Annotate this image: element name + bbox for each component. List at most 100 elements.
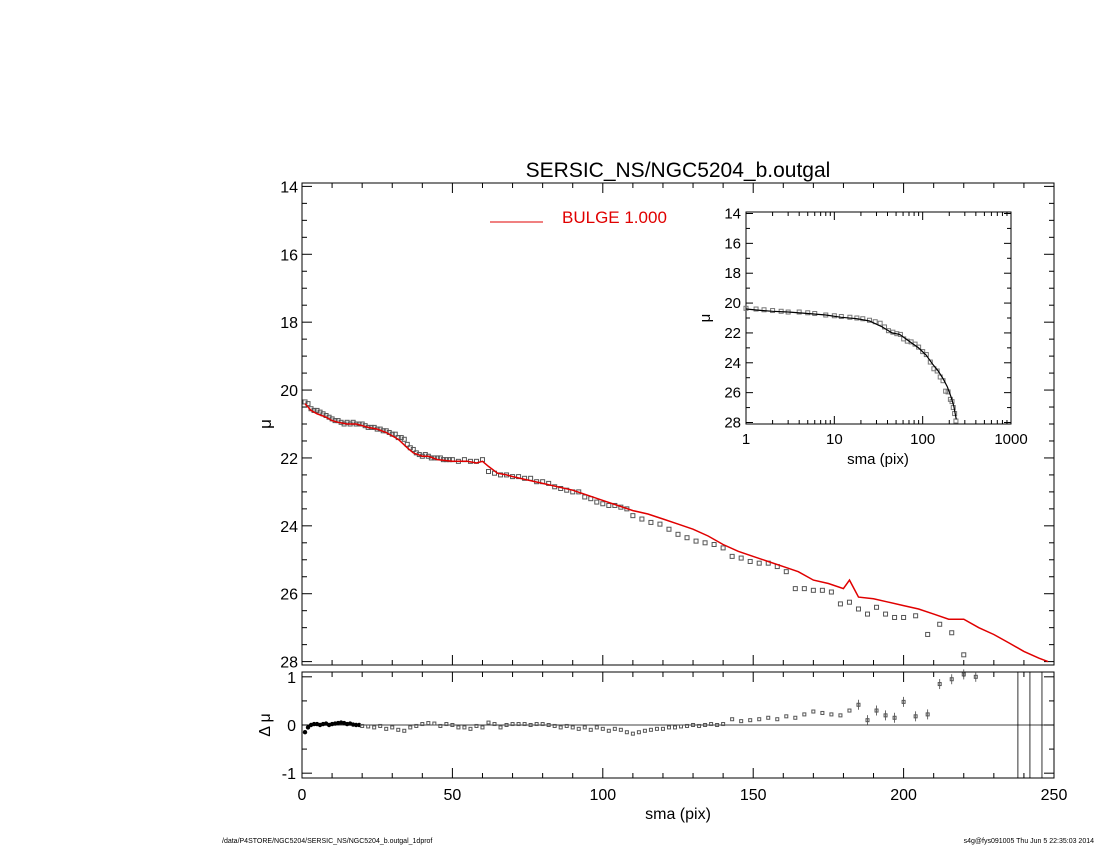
- residual-data-point: [648, 727, 653, 732]
- residual-data-point: [757, 717, 762, 722]
- residual-data-point: [576, 726, 581, 731]
- main-data-point: [684, 535, 690, 541]
- main-model-line: [304, 403, 1049, 663]
- residual-data-point: [522, 722, 527, 727]
- main-data-point: [810, 587, 816, 593]
- main-data-point: [711, 542, 717, 547]
- x-tick-label: 100: [589, 787, 616, 804]
- residual-data-point: [730, 717, 735, 722]
- main-data-point: [961, 652, 967, 658]
- residual-data-point: [925, 712, 930, 717]
- inset-data-point: [877, 320, 883, 326]
- residual-data-point: [558, 725, 563, 730]
- residual-data-point: [666, 725, 671, 730]
- main-data-point: [792, 586, 798, 592]
- residual-y-tick-label: 1: [287, 670, 296, 687]
- residual-data-point: [874, 708, 879, 713]
- residual-data-point: [618, 727, 623, 732]
- main-data-point: [747, 558, 753, 564]
- residual-data-point: [660, 726, 665, 731]
- x-tick-label: 50: [444, 787, 462, 804]
- main-data-point: [937, 621, 943, 627]
- inset-y-tick-label: 14: [724, 205, 741, 222]
- main-data-point: [913, 613, 919, 619]
- residual-data-point: [913, 714, 918, 719]
- residual-data-point: [691, 723, 696, 727]
- residual-y-tick-label: -1: [282, 766, 296, 783]
- main-data-point: [865, 611, 871, 617]
- main-data-point: [648, 519, 654, 525]
- residual-y-tick-label: 0: [287, 718, 296, 735]
- residual-data-point: [811, 709, 816, 714]
- residual-panel: 10-10 50 100 150 200 250 sma (pix) Δ μ: [257, 669, 1067, 823]
- residual-data-point: [474, 723, 479, 728]
- chart-title: SERSIC_NS/NGC5204_b.outgal: [526, 159, 831, 182]
- residual-data-marks: [302, 669, 1043, 778]
- residual-data-point: [510, 722, 515, 727]
- residual-data-point: [353, 722, 359, 728]
- main-data-point: [892, 614, 898, 620]
- main-data-point: [600, 501, 606, 507]
- main-y-tick-label: 14: [280, 179, 298, 196]
- residual-data-point: [450, 723, 455, 727]
- residual-data-point: [892, 715, 897, 720]
- residual-data-point: [570, 725, 575, 730]
- main-axis-ticks: [301, 183, 1055, 665]
- main-data-point: [606, 502, 612, 508]
- inset-x-tick-label: 1: [742, 431, 750, 448]
- main-data-point: [901, 614, 907, 620]
- main-data-point: [801, 586, 807, 592]
- residual-data-point: [654, 726, 659, 731]
- residual-data-point: [540, 722, 545, 727]
- residual-data-point: [390, 725, 395, 730]
- main-data-point: [949, 630, 955, 636]
- main-data-point: [738, 555, 744, 561]
- main-data-point: [874, 604, 880, 610]
- inset-x-tick-label: 1000: [994, 431, 1027, 448]
- main-data-point: [410, 446, 416, 452]
- inset-model-line: [745, 308, 957, 420]
- main-data-point: [828, 589, 834, 595]
- residual-data-point: [414, 723, 419, 728]
- residual-data-point: [883, 713, 888, 718]
- inset-data-point: [770, 308, 776, 314]
- x-axis-label: sma (pix): [645, 806, 711, 823]
- residual-data-point: [642, 728, 647, 733]
- residual-data-point: [606, 728, 611, 733]
- residual-data-point: [438, 723, 443, 728]
- residual-data-point: [721, 722, 726, 727]
- residual-data-point: [378, 723, 383, 728]
- residual-data-point: [612, 726, 617, 731]
- residual-data-point: [462, 725, 467, 730]
- residual-data-point: [697, 723, 702, 728]
- main-y-tick-label: 18: [280, 315, 298, 332]
- inset-data-marks: [743, 305, 959, 424]
- residual-data-point: [672, 725, 677, 730]
- legend-label: BULGE 1.000: [562, 208, 667, 227]
- inset-y-tick-label: 24: [724, 355, 741, 372]
- inset-data-point: [847, 314, 853, 320]
- main-data-point: [819, 587, 825, 593]
- residual-data-point: [444, 722, 449, 727]
- inset-data-point: [923, 352, 929, 358]
- main-y-axis-label: μ: [256, 419, 275, 429]
- residual-data-point: [594, 725, 599, 730]
- residual-data-point: [546, 723, 551, 727]
- main-data-point: [675, 531, 681, 537]
- residual-data-point: [600, 726, 605, 731]
- residual-data-point: [784, 714, 789, 719]
- residual-data-point: [820, 710, 825, 715]
- residual-data-point: [588, 727, 593, 732]
- main-y-tick-label: 28: [280, 655, 298, 672]
- inset-y-tick-label: 22: [724, 325, 741, 342]
- main-data-marks: [302, 399, 1049, 663]
- inset-y-tick-label: 16: [724, 235, 741, 252]
- residual-data-point: [504, 723, 509, 727]
- main-y-tick-labels: 14 16 18 20 22 24 26 28: [280, 179, 298, 671]
- main-data-point: [594, 499, 600, 505]
- inset-panel: 14 16 18 20 22 24 26 281 10 100 1000 sma (pix) μ: [697, 205, 1028, 468]
- inset-data-point: [920, 349, 926, 355]
- residual-data-point: [516, 722, 521, 727]
- inset-y-axis-label: μ: [697, 314, 714, 323]
